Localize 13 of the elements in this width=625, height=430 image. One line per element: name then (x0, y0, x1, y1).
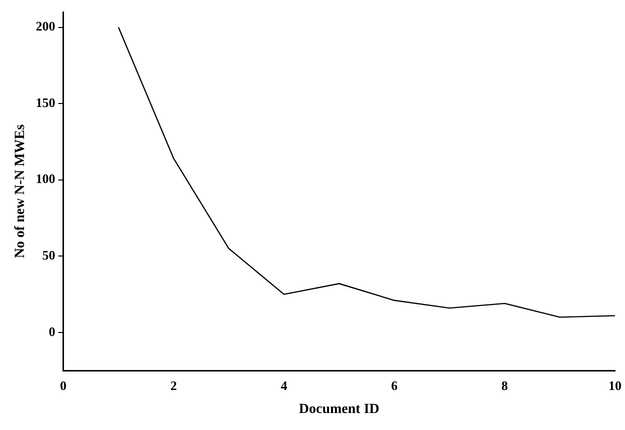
y-tick-label: 150 (36, 94, 56, 110)
x-tick-label: 4 (280, 378, 288, 393)
y-tick-label: 50 (42, 248, 56, 263)
y-axis-title: No of new N-N MWEs (13, 124, 28, 258)
x-tick-label: 2 (170, 378, 177, 393)
x-tick-label: 10 (608, 378, 622, 393)
x-tick-label: 0 (60, 378, 67, 393)
x-tick-label: 8 (501, 378, 508, 393)
y-tick-label: 0 (48, 324, 56, 339)
x-axis-title: Document ID (298, 402, 380, 418)
y-tick-label: 100 (36, 171, 56, 186)
y-tick-label: 200 (36, 18, 56, 34)
x-tick-label: 6 (391, 378, 398, 393)
